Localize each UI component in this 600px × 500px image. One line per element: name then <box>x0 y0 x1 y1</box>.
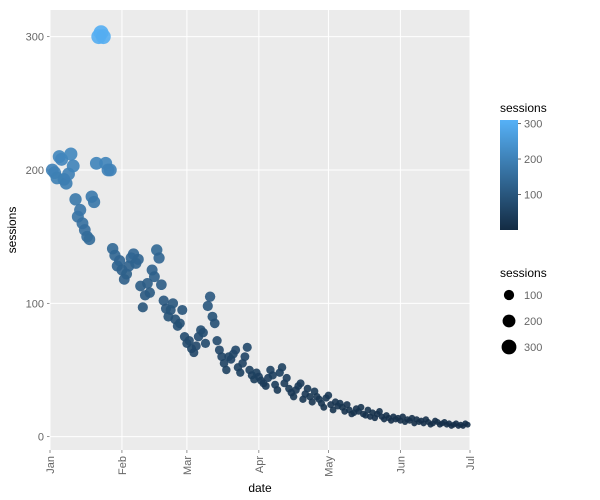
color-legend-bar <box>500 120 518 230</box>
size-legend-label: 300 <box>524 342 542 354</box>
data-point <box>320 404 327 411</box>
data-point <box>74 204 86 216</box>
data-point <box>222 366 230 374</box>
data-point <box>240 352 249 361</box>
data-point <box>297 379 305 387</box>
sessions-scatter-chart: 0 100 200 300 Jan Feb Mar Apr May Jun Jul date sessi… <box>0 0 600 500</box>
y-tick-label: 300 <box>26 32 44 44</box>
data-point <box>304 385 312 393</box>
color-legend-tick: 300 <box>524 119 542 131</box>
x-tick-label: Jul <box>465 456 477 470</box>
data-point <box>104 164 117 177</box>
data-point <box>203 301 213 311</box>
size-legend-label: 100 <box>524 290 542 302</box>
size-legend-swatch <box>504 290 514 300</box>
data-point <box>465 422 471 428</box>
data-point <box>205 291 215 301</box>
x-tick-label: Apr <box>254 456 266 473</box>
data-point <box>243 343 252 352</box>
data-point <box>88 196 100 208</box>
x-tick-label: Feb <box>117 456 129 475</box>
data-point <box>138 302 148 312</box>
color-legend-tick: 100 <box>524 190 542 202</box>
size-legend-title: sessions <box>500 266 547 280</box>
data-point <box>175 318 185 328</box>
data-point <box>198 328 208 338</box>
x-tick-label: Mar <box>182 456 194 475</box>
data-point <box>357 404 364 411</box>
data-point <box>133 254 144 265</box>
data-point <box>290 393 297 400</box>
data-point <box>177 305 187 315</box>
x-tick-label: Jan <box>45 456 57 474</box>
y-axis-title: sessions <box>5 207 19 254</box>
data-point <box>168 298 178 308</box>
data-point <box>114 255 125 266</box>
size-legend-label: 200 <box>524 316 542 328</box>
data-point <box>210 318 220 328</box>
size-legend-swatch <box>503 315 516 328</box>
data-point <box>325 392 332 399</box>
x-axis-title: date <box>248 481 272 495</box>
data-point <box>153 252 164 263</box>
y-tick-label: 100 <box>26 298 44 310</box>
color-legend-title: sessions <box>500 101 547 115</box>
data-point <box>236 369 244 377</box>
data-point <box>212 336 221 345</box>
data-point <box>231 345 240 354</box>
x-tick-label: May <box>323 456 335 477</box>
data-point <box>201 339 210 348</box>
data-point <box>96 29 111 44</box>
data-point <box>69 193 81 205</box>
data-point <box>262 382 270 390</box>
data-point <box>64 147 77 160</box>
data-point <box>67 160 80 173</box>
data-point <box>274 386 282 394</box>
size-legend-swatch <box>502 340 517 355</box>
data-point <box>156 279 167 290</box>
color-legend-tick: 200 <box>524 154 542 166</box>
data-point <box>283 374 291 382</box>
data-point <box>192 341 201 350</box>
x-tick-label: Jun <box>395 456 407 474</box>
y-tick-label: 0 <box>38 432 44 444</box>
data-point <box>145 287 155 297</box>
data-point <box>278 363 287 372</box>
y-tick-label: 200 <box>26 165 44 177</box>
data-point <box>84 234 96 246</box>
